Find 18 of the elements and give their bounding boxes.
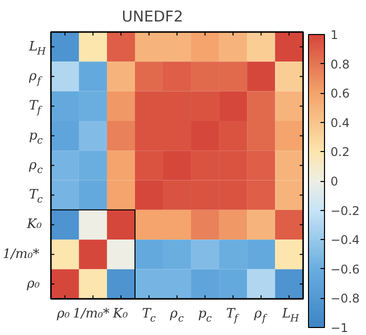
y-tick-label: ρ₀	[26, 276, 40, 292]
x-tick-label: 1/m₀*	[72, 306, 110, 322]
color-bar-label: 0.2	[330, 145, 350, 160]
y-tick-label: 1/m₀*	[2, 246, 40, 262]
color-bar-label: −0.6	[330, 262, 360, 276]
color-bar-label: 0.6	[330, 86, 350, 101]
color-bar-label: −0.8	[330, 292, 360, 306]
color-bar-label: −0.2	[330, 204, 360, 218]
x-tick-label: ρ₀	[56, 306, 71, 322]
color-bar-label: −1	[330, 321, 348, 335]
y-tick-label: K₀	[26, 217, 43, 232]
color-bar-label: 0	[330, 174, 338, 188]
x-tick-label: K₀	[112, 306, 129, 322]
color-bar-label: 1	[330, 28, 338, 42]
color-bar-label: 0.4	[330, 116, 350, 130]
chart-title: UNEDF2	[122, 8, 184, 26]
color-bar-label: −0.4	[330, 233, 360, 248]
color-bar-label: 0.8	[330, 57, 350, 72]
